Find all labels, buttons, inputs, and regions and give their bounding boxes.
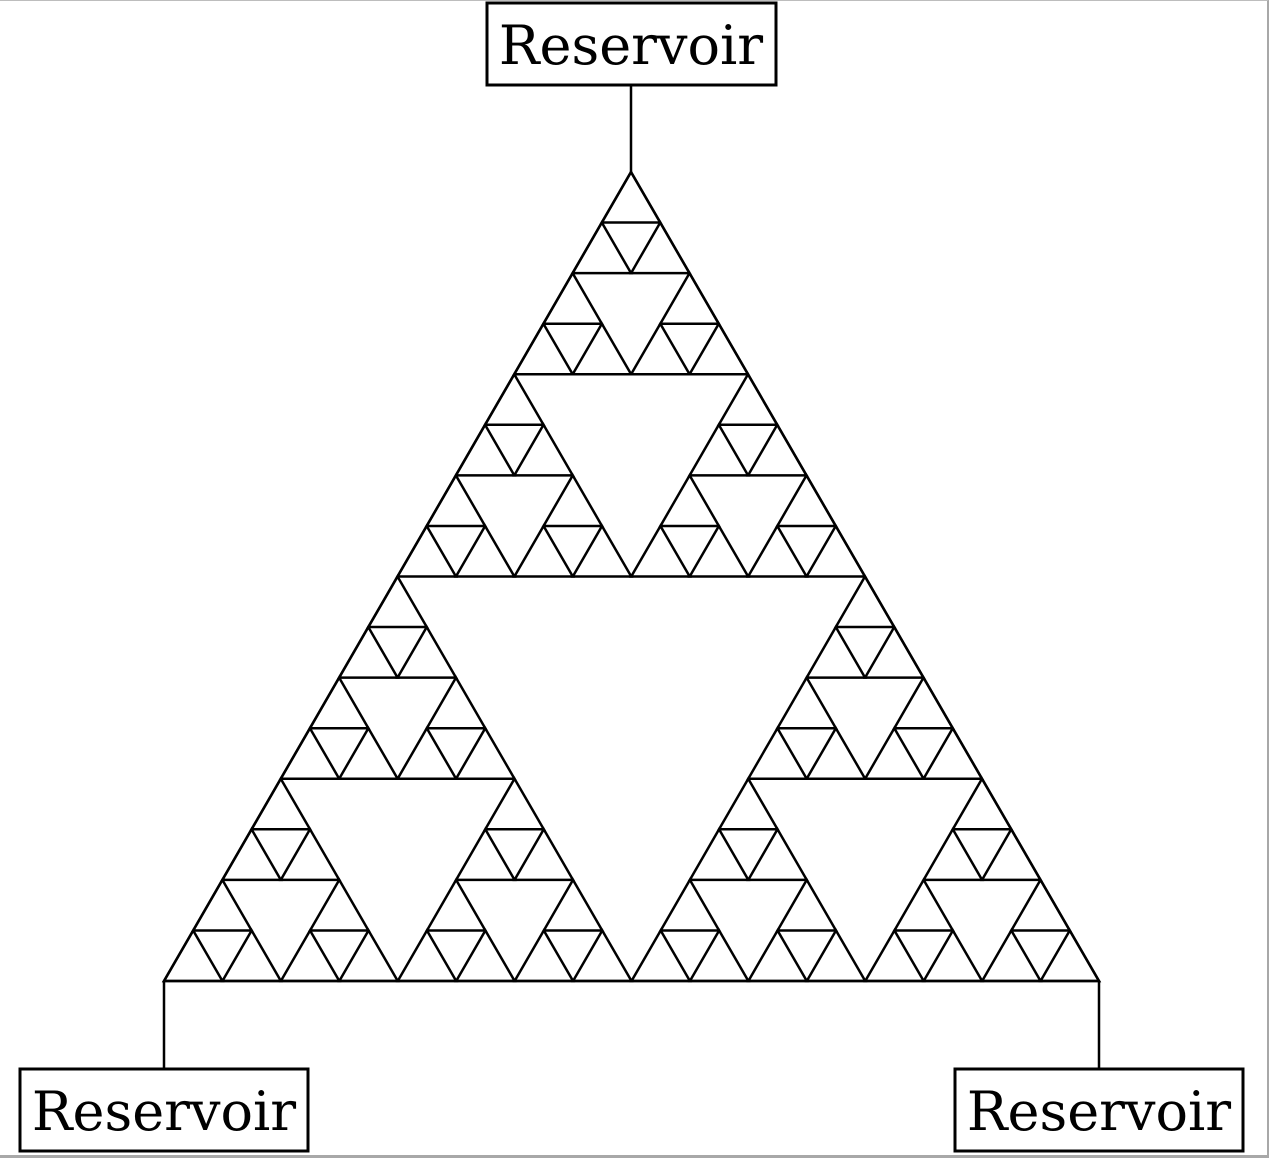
gasket-cell-triangle [512, 523, 575, 578]
gasket-cell-triangle [512, 321, 575, 376]
reservoir-bottom-left-box [18, 1067, 310, 1153]
gasket-cell-triangle [395, 523, 459, 578]
gasket-cell-triangle [307, 877, 371, 932]
gasket-cell-triangle [746, 725, 809, 780]
gasket-cell-triangle [745, 422, 809, 477]
gasket-cell-triangle [862, 624, 926, 679]
gasket-cell-triangle [453, 826, 517, 882]
gasket-cell-triangle [395, 725, 459, 780]
gasket-cell-triangle [863, 927, 926, 983]
gasket-cell-triangle [337, 725, 400, 780]
gasket-cell-triangle [687, 422, 751, 477]
gasket-cell-triangle [278, 927, 342, 983]
gasket-cell-triangle [453, 725, 517, 780]
gasket-cell-triangle [424, 877, 488, 932]
gasket-cell-triangle [424, 675, 488, 730]
gasket-cell-triangle [716, 776, 780, 831]
gasket-cell-triangle [775, 472, 838, 528]
gasket-cell-triangle [716, 371, 780, 427]
gasket-cell-triangle [191, 877, 254, 932]
gasket-cell-triangle [395, 624, 459, 679]
gasket-cell-triangle [454, 927, 517, 983]
gasket-cell-triangle [658, 270, 721, 325]
sierpinski-gasket [161, 169, 1102, 983]
gasket-cell-triangle [658, 877, 722, 932]
gasket-cell-triangle [921, 927, 985, 983]
gasket-cell-triangle [921, 826, 985, 882]
gasket-cell-triangle [921, 725, 985, 780]
reservoir-top: Reservoir [485, 1, 778, 87]
gasket-cell-triangle [483, 776, 546, 831]
gasket-cell-triangle [541, 877, 605, 932]
gasket-cell-triangle [395, 927, 459, 983]
gasket-cell-triangle [541, 472, 605, 528]
gasket-cell-triangle [746, 927, 809, 983]
gasket-cell-triangle [804, 927, 868, 983]
gasket-cell-triangle [979, 826, 1043, 882]
gasket-cell-triangle [658, 472, 722, 528]
reservoir-bottom-left-label: Reservoir [32, 1080, 296, 1143]
gasket-cell-triangle [570, 523, 634, 578]
gasket-cell-triangle [979, 927, 1043, 983]
gasket-cell-triangle [687, 927, 751, 983]
gasket-cell-triangle [892, 877, 956, 932]
gasket-cell-triangle [629, 927, 693, 983]
gasket-cell-triangle [307, 675, 371, 730]
gasket-cell-triangle [512, 826, 576, 882]
gasket-cell-triangle [746, 826, 809, 882]
gasket-cell-triangle [570, 321, 634, 376]
gasket-cell-triangle [337, 927, 400, 983]
gasket-cell-triangle [804, 725, 868, 780]
gasket-cell-triangle [950, 776, 1014, 831]
gasket-cell-triangle [1009, 877, 1072, 932]
gasket-cell-triangle [804, 624, 868, 679]
gasket-cell-triangle [482, 371, 546, 427]
gasket-cell-triangle [745, 523, 809, 578]
reservoir-top-label: Reservoir [499, 14, 763, 77]
gasket-cell-triangle [629, 523, 692, 578]
gasket-cell-triangle [512, 927, 576, 983]
reservoir-bottom-right-box [953, 1067, 1245, 1153]
gasket-cell-triangle [541, 270, 605, 325]
gasket-cell-triangle [161, 927, 225, 983]
gasket-cell-triangle [570, 220, 634, 275]
gasket-cell-triangle [775, 877, 839, 932]
connector-lines [162, 86, 1101, 1068]
reservoir-top-box [485, 1, 778, 87]
gasket-cell-triangle [687, 826, 751, 882]
gasket-cell-triangle [366, 574, 429, 629]
gasket-cell-triangle [862, 725, 926, 780]
gasket-cell-triangle [220, 927, 284, 983]
gasket-cell-triangle [833, 574, 897, 629]
gasket-cell-triangle [628, 220, 692, 275]
gasket-cell-triangle [278, 725, 342, 780]
gasket-cell-triangle [1038, 927, 1102, 983]
gasket-cell-triangle [892, 675, 955, 730]
gasket-cell-triangle [628, 321, 692, 376]
gasket-cell-triangle [804, 523, 868, 578]
gasket-cell-triangle [570, 927, 634, 983]
gasket-cell-triangle [336, 624, 400, 679]
gasket-cell-triangle [278, 826, 342, 882]
reservoir-bottom-right: Reservoir [953, 1067, 1245, 1153]
gasket-cell-triangle [687, 523, 751, 578]
gasket-cell-triangle [687, 321, 751, 376]
gasket-cell-triangle [220, 826, 283, 882]
gasket-cell-triangle [512, 422, 575, 477]
reservoir-bottom-right-label: Reservoir [967, 1080, 1231, 1143]
gasket-cell-triangle [424, 472, 488, 528]
gasket-cell-triangle [453, 523, 517, 578]
gasket-cell-triangle [249, 776, 313, 831]
gasket-cell-triangle [775, 675, 839, 730]
gasket-cell-triangle [599, 169, 663, 224]
reservoir-bottom-left: Reservoir [18, 1067, 310, 1153]
gasket-cell-triangle [453, 422, 517, 477]
